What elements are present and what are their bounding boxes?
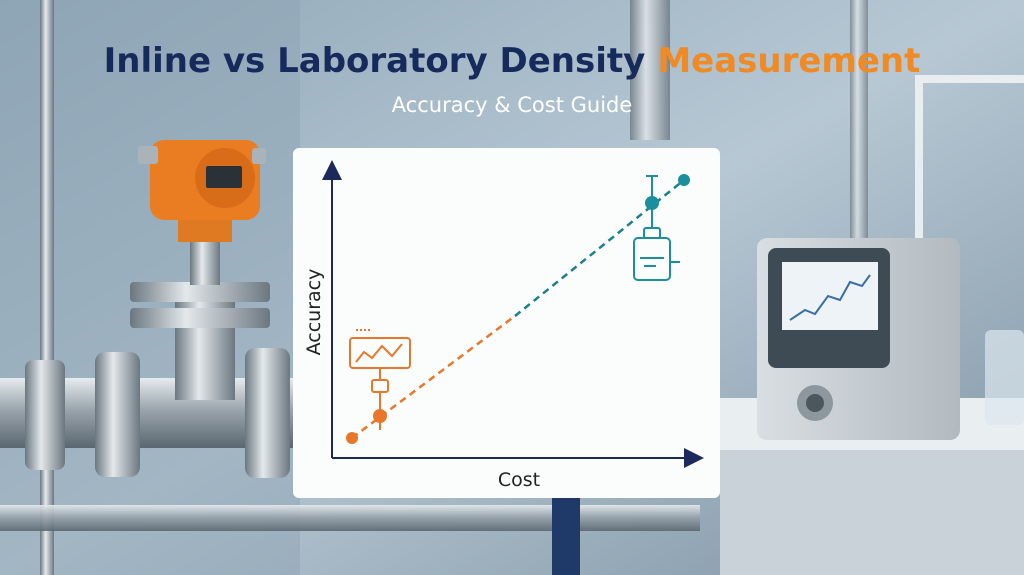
flange bbox=[95, 352, 140, 477]
pipe-vertical bbox=[850, 0, 868, 260]
frame bbox=[915, 75, 1024, 83]
bench-front bbox=[720, 450, 1024, 575]
lab-icon bbox=[633, 175, 680, 281]
point-inline bbox=[346, 432, 358, 444]
transmitter-gland bbox=[252, 148, 266, 164]
pipe-vertical bbox=[630, 0, 670, 140]
transmitter-gland bbox=[138, 146, 158, 164]
beaker bbox=[985, 330, 1024, 425]
title-main: Inline vs Laboratory Density bbox=[104, 41, 646, 81]
title: Inline vs Laboratory Density Measurement bbox=[104, 41, 921, 81]
analyzer-port bbox=[806, 394, 824, 412]
point-lab bbox=[678, 174, 690, 186]
subtitle: Accuracy & Cost Guide bbox=[392, 93, 633, 117]
inline-icon bbox=[349, 329, 411, 430]
flange bbox=[245, 348, 290, 478]
flange bbox=[130, 308, 270, 328]
y-axis-label: Accuracy bbox=[303, 269, 325, 356]
frame bbox=[915, 75, 923, 275]
title-accent: Measurement bbox=[657, 41, 920, 81]
flange bbox=[130, 282, 270, 302]
transmitter-neck bbox=[178, 220, 232, 242]
transmitter-display bbox=[206, 166, 242, 188]
pipe-vertical bbox=[40, 0, 54, 575]
bench-leg bbox=[552, 495, 580, 575]
screen-trace bbox=[789, 274, 871, 321]
pipe bbox=[0, 505, 700, 531]
x-axis-label: Cost bbox=[498, 469, 540, 491]
stem bbox=[190, 240, 220, 285]
trend-line bbox=[351, 314, 516, 440]
flange bbox=[25, 360, 65, 470]
